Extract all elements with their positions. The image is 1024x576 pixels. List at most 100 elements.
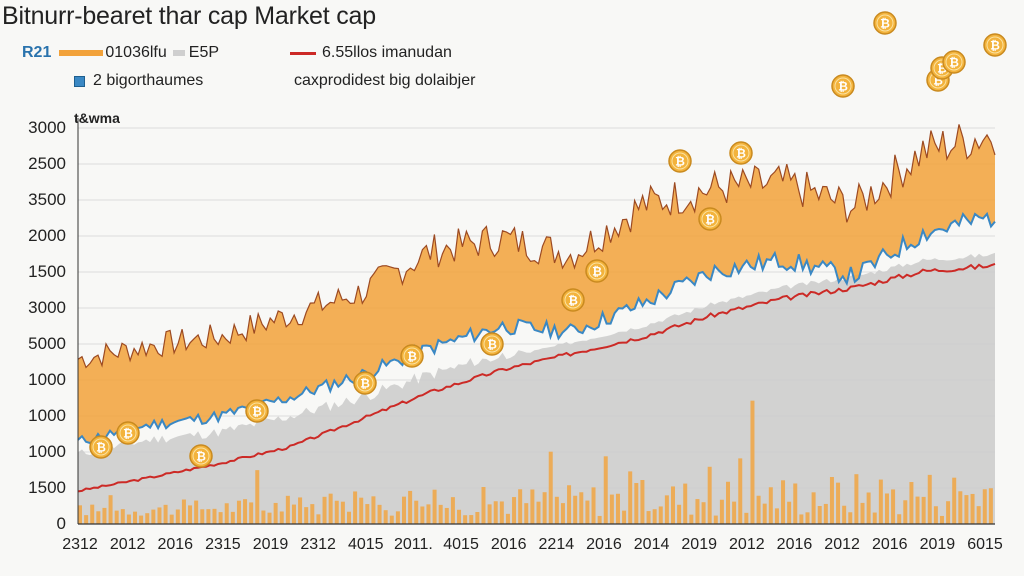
legend-r21: R21 (22, 44, 52, 62)
volume-bar (744, 512, 749, 524)
legend-row-1b: 6.55llos imanudan (290, 44, 452, 62)
bitcoin-coin-icon: ₿ (89, 435, 113, 459)
volume-bar (120, 509, 125, 524)
volume-bar (359, 497, 364, 524)
volume-bar (884, 493, 889, 524)
x-tick-label: 2012 (729, 536, 765, 553)
x-tick-label: 2016 (586, 536, 622, 553)
volume-bar (891, 489, 896, 524)
volume-bar (829, 477, 834, 524)
bitcoin-coin-icon: ₿ (983, 33, 1007, 57)
x-tick-label: 2016 (776, 536, 813, 553)
volume-bar (670, 486, 675, 524)
volume-bar (151, 509, 156, 524)
volume-bar (145, 513, 150, 524)
volume-bar (646, 511, 651, 524)
volume-bar (255, 470, 260, 524)
volume-bar (774, 508, 779, 524)
volume-bar (726, 481, 731, 524)
volume-bar (622, 510, 627, 524)
volume-bar (988, 488, 993, 524)
bitcoin-coin-icon: ₿ (698, 207, 722, 231)
volume-bar (328, 493, 333, 524)
x-tick-label: 2019 (252, 536, 289, 553)
x-tick-label: 2019 (919, 536, 956, 553)
volume-bar (585, 500, 590, 524)
x-tick-label: 2315 (205, 536, 241, 553)
volume-bar (218, 512, 223, 524)
volume-bar (634, 483, 639, 524)
volume-bar (848, 512, 853, 524)
legend-row-2b: caxprodidest big dolaibjer (294, 72, 475, 90)
volume-bar (677, 504, 682, 524)
volume-bar (438, 504, 443, 524)
legend-item-1-rest: 1036lfu (114, 44, 167, 61)
volume-bar (334, 500, 339, 524)
volume-bar (982, 489, 987, 524)
volume-bar (310, 504, 315, 524)
volume-bar (279, 511, 284, 524)
volume-bar (188, 505, 193, 524)
volume-bar (958, 491, 963, 524)
x-tick-label: 2214 (538, 536, 575, 553)
volume-bar (414, 500, 419, 524)
volume-bar (530, 489, 535, 524)
volume-bar (420, 506, 425, 524)
volume-bar (90, 504, 95, 524)
x-tick-label: 2011. (393, 536, 433, 553)
volume-bar (664, 495, 669, 524)
volume-bar (181, 499, 186, 524)
volume-bar (481, 487, 486, 524)
volume-bar (603, 456, 608, 524)
volume-bar (640, 480, 645, 524)
bitcoin-coin-icon: ₿ (400, 344, 424, 368)
volume-bar (658, 506, 663, 524)
volume-bar (909, 482, 914, 524)
volume-bar (854, 474, 859, 524)
coin-rim (192, 447, 210, 465)
coin-rim (248, 402, 266, 420)
series-blue-line (77, 211, 996, 445)
x-tick-label: 2014 (633, 536, 670, 553)
legend-orange-swatch (59, 50, 104, 56)
x-tick-label: 2016 (490, 536, 527, 553)
volume-bar (927, 474, 932, 524)
volume-bar (139, 515, 144, 524)
legend-item-5: caxprodidest big dolaibjer (294, 72, 476, 89)
legend-item-3: 6.55llos imanudan (322, 44, 452, 61)
bitcoin-coin-icon: ₿ (873, 11, 897, 35)
volume-bar (383, 510, 388, 524)
y-tick-label: 2500 (28, 154, 66, 173)
coin-symbol: ₿ (675, 155, 685, 169)
volume-bar (860, 502, 865, 524)
legend-grey-swatch (172, 50, 185, 56)
volume-bar (512, 497, 517, 524)
y-tick-label: 0 (56, 514, 66, 533)
coin-symbol: ₿ (880, 17, 890, 31)
volume-bar (402, 496, 407, 524)
volume-bar (946, 501, 951, 524)
volume-bar (157, 507, 162, 524)
x-tick-label: 4015 (347, 536, 384, 553)
volume-bar (102, 507, 107, 524)
legend-row-1: R21 01036lfu E5P (22, 44, 219, 62)
volume-bar (732, 501, 737, 524)
volume-bar (805, 512, 810, 524)
volume-bar (713, 515, 718, 524)
volume-bar (707, 466, 712, 524)
volume-bar (457, 509, 462, 524)
legend-red-swatch (290, 51, 316, 55)
volume-bar (817, 505, 822, 524)
volume-bar (450, 497, 455, 524)
volume-bar (872, 512, 877, 524)
legend-item-2: E5P (188, 44, 220, 61)
coin-rim (876, 14, 894, 32)
coin-symbol: ₿ (705, 213, 715, 227)
volume-bar (652, 509, 657, 524)
volume-bar (976, 506, 981, 524)
coin-symbol: ₿ (123, 427, 133, 441)
volume-bar (84, 515, 89, 524)
volume-bar (133, 511, 138, 524)
coin-symbol: ₿ (592, 265, 602, 279)
